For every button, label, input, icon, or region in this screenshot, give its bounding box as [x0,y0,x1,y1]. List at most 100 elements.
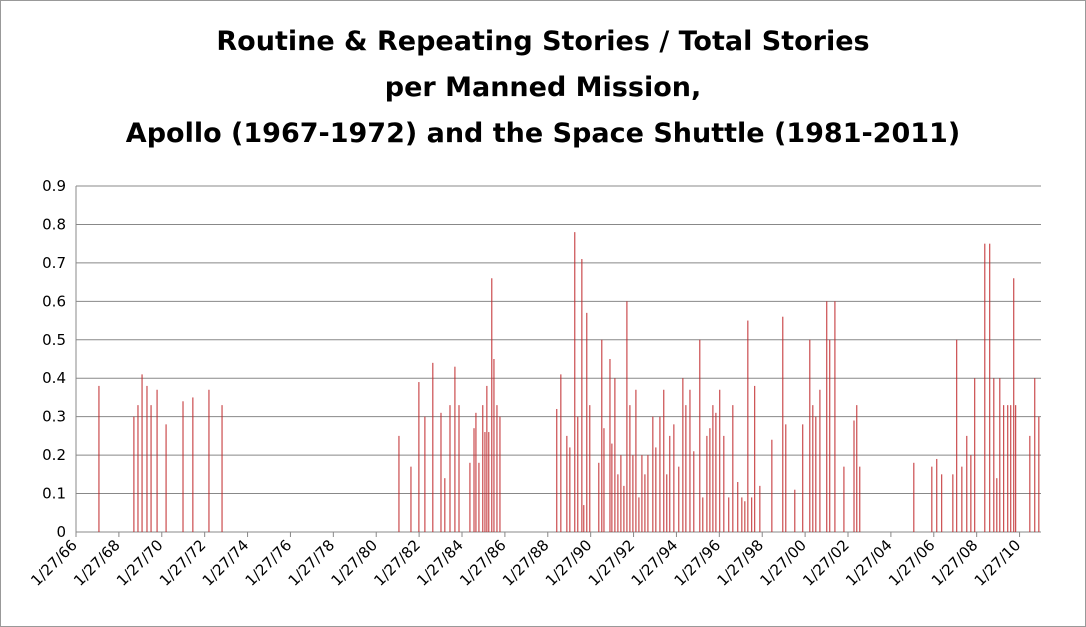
bar [812,405,814,532]
bar [913,462,915,532]
bar [999,378,1001,532]
bar [449,405,451,532]
bar [747,320,749,532]
bar [432,362,434,532]
bar [732,405,734,532]
bar [482,405,484,532]
y-tick-label: 0.7 [42,254,66,272]
y-tick-label: 0 [56,523,66,541]
bar [834,301,836,532]
bar [996,478,998,532]
bar [702,497,704,532]
bar [666,474,668,532]
y-tick-label: 0.2 [42,446,66,464]
bar [221,405,223,532]
y-tick-label: 0.1 [42,485,66,503]
bar [499,416,501,532]
bar [165,424,167,532]
bar [488,432,490,532]
bar [418,382,420,532]
bar [611,443,613,532]
bar [754,385,756,532]
bar [617,474,619,532]
bar [150,405,152,532]
bar [410,466,412,532]
bar [469,462,471,532]
bar [984,243,986,532]
bar [146,385,148,532]
bar [496,405,498,532]
bar [802,424,804,532]
bar [614,378,616,532]
bar [1010,405,1012,532]
chart-title: per Manned Mission, [385,72,701,103]
bar [709,428,711,532]
bar [785,424,787,532]
bar [647,455,649,532]
bar [689,389,691,532]
bar [444,478,446,532]
bar [741,497,743,532]
bar [208,389,210,532]
bar [491,278,493,532]
bar [478,462,480,532]
bar [663,389,665,532]
y-tick-label: 0.5 [42,331,66,349]
bar [699,339,701,532]
bar [598,462,600,532]
bar [182,401,184,532]
bar [609,359,611,532]
bar [682,378,684,532]
bar [815,416,817,532]
bar [859,466,861,532]
bar [569,447,571,532]
bar [771,439,773,532]
bar [782,316,784,532]
y-tick-label: 0.8 [42,215,66,233]
bar [737,482,739,532]
bar [829,339,831,532]
bar [819,389,821,532]
bar [574,232,576,532]
bar [577,416,579,532]
bar [952,474,954,532]
bar [398,435,400,532]
bar [454,366,456,532]
bar [961,466,963,532]
bar [583,505,585,532]
bar [440,412,442,532]
bar [133,416,135,532]
bar [993,378,995,532]
bar [635,389,637,532]
bar [715,412,717,532]
bar [941,474,943,532]
bar [759,485,761,532]
bar [458,405,460,532]
bar [853,420,855,532]
bar [712,405,714,532]
bar [641,455,643,532]
bar [98,385,100,532]
bar [626,301,628,532]
chart-title: Routine & Repeating Stories / Total Stor… [216,26,869,57]
bar [560,374,562,532]
bar [659,416,661,532]
bar [141,374,143,532]
bar [493,359,495,532]
bar [1015,405,1017,532]
bar [936,458,938,532]
y-tick-label: 0.3 [42,408,66,426]
bar [706,435,708,532]
bar [589,405,591,532]
bar [685,405,687,532]
bar [970,455,972,532]
bar [693,451,695,532]
bar [856,405,858,532]
bar [678,466,680,532]
bar [1029,435,1031,532]
bar [623,485,625,532]
bar [586,312,588,532]
bar [473,428,475,532]
y-tick-label: 0.4 [42,369,66,387]
